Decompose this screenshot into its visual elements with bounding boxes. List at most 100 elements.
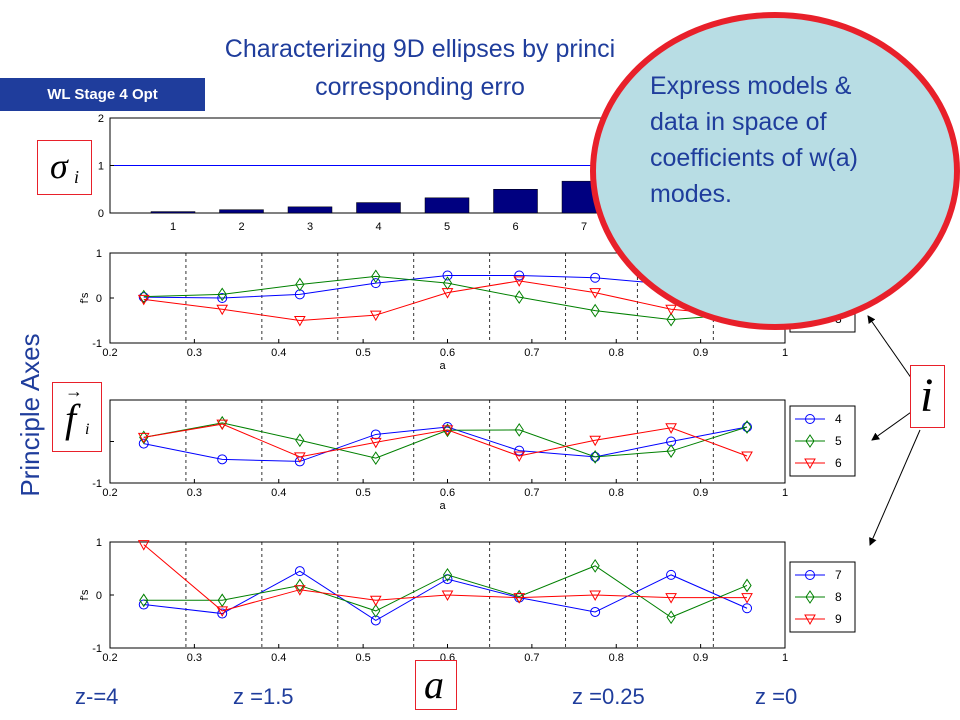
x-tick-label: 0.7 xyxy=(524,487,539,499)
marker-diamond xyxy=(442,567,453,582)
marker-diamond xyxy=(371,451,381,466)
marker-diamond xyxy=(514,422,524,437)
marker-triangle xyxy=(369,595,382,607)
marker-diamond xyxy=(805,590,815,604)
marker-circle xyxy=(805,414,815,424)
marker-circle xyxy=(805,570,815,580)
marker-triangle xyxy=(441,288,454,299)
sigma-subscript: i xyxy=(74,167,80,187)
marker-circle xyxy=(666,569,677,580)
marker-triangle xyxy=(741,451,753,463)
i-symbol-box: i xyxy=(910,365,945,428)
i-symbol: i xyxy=(920,369,934,422)
marker-triangle xyxy=(513,276,526,287)
x-tick-label: 0.9 xyxy=(693,347,708,359)
x-tick-label: 0.5 xyxy=(355,347,370,359)
pointer-arrow xyxy=(869,429,921,546)
marker-circle xyxy=(514,445,525,456)
f-arrow-icon: → xyxy=(65,381,83,401)
x-tick-label: 0.3 xyxy=(187,652,202,664)
y-tick-label: 0 xyxy=(96,293,102,305)
y-tick-label: 2 xyxy=(98,113,104,125)
marker-diamond xyxy=(742,578,752,593)
marker-diamond xyxy=(514,290,524,305)
marker-triangle xyxy=(216,606,229,617)
sigma-symbol: σ xyxy=(50,146,68,186)
x-tick-label: 0.2 xyxy=(102,347,117,359)
marker-triangle xyxy=(137,432,150,444)
marker-diamond xyxy=(295,433,305,448)
bar-tick-label: 1 xyxy=(170,221,176,233)
principle-axes-label: Principle Axes xyxy=(15,333,45,497)
bar xyxy=(150,211,196,214)
x-axis-label: a xyxy=(439,500,446,512)
marker-triangle xyxy=(441,590,454,602)
title-line-1: Characterizing 9D ellipses by princi xyxy=(224,35,616,63)
x-tick-label: 0.8 xyxy=(609,487,624,499)
pointer-arrow xyxy=(867,315,915,383)
slide-title: Characterizing 9D ellipses by princi cor… xyxy=(160,30,680,106)
marker-circle xyxy=(370,278,381,289)
marker-triangle xyxy=(137,294,150,306)
marker-diamond xyxy=(139,289,149,304)
marker-triangle xyxy=(741,593,753,604)
bar xyxy=(219,209,264,214)
y-axis-label: f's xyxy=(79,292,91,303)
marker-diamond xyxy=(442,423,453,438)
y-tick-label: -1 xyxy=(92,643,102,655)
bar-tick-label: 3 xyxy=(307,221,313,233)
line-chart-frame xyxy=(109,399,786,484)
a-symbol-box: a xyxy=(415,660,457,710)
legend-label: 4 xyxy=(835,412,842,426)
x-tick-label: 0.7 xyxy=(524,347,539,359)
marker-diamond xyxy=(590,558,600,573)
x-tick-label: 0.4 xyxy=(271,652,286,664)
marker-triangle xyxy=(216,304,229,316)
marker-diamond xyxy=(442,276,453,291)
callout-text: Express models & data in space of coeffi… xyxy=(650,72,858,208)
marker-circle xyxy=(217,454,228,465)
series-line-4 xyxy=(143,426,748,462)
x-tick-label: 0.9 xyxy=(693,652,708,664)
marker-triangle xyxy=(589,590,602,602)
marker-diamond xyxy=(139,593,149,608)
series-line-6 xyxy=(143,423,748,458)
marker-diamond xyxy=(371,603,381,618)
marker-triangle xyxy=(216,419,229,431)
bar-tick-label: 6 xyxy=(512,221,518,233)
x-tick-label: 0.7 xyxy=(524,652,539,664)
marker-triangle xyxy=(589,288,602,299)
bar-tick-label: 2 xyxy=(238,221,244,233)
marker-triangle xyxy=(293,585,306,596)
marker-diamond xyxy=(666,610,676,625)
bar xyxy=(493,189,538,214)
legend-label: 6 xyxy=(835,456,842,470)
bar-tick-label: 5 xyxy=(444,221,450,233)
marker-circle xyxy=(217,293,228,303)
x-tick-label: 0.4 xyxy=(271,487,286,499)
series-line-3 xyxy=(143,280,748,322)
marker-triangle xyxy=(293,316,306,327)
marker-diamond xyxy=(371,269,381,284)
marker-triangle xyxy=(804,614,816,626)
x-tick-label: 0.5 xyxy=(355,487,370,499)
marker-circle xyxy=(666,436,677,447)
marker-diamond xyxy=(295,277,305,292)
marker-triangle xyxy=(665,423,677,434)
f-vector-symbol-box: → f i xyxy=(52,381,102,452)
legend-label: 9 xyxy=(835,612,842,626)
marker-diamond xyxy=(217,593,227,608)
marker-triangle xyxy=(665,593,677,604)
legend-label: 5 xyxy=(835,434,842,448)
x-tick-label: 0.9 xyxy=(693,487,708,499)
x-tick-label: 0.2 xyxy=(102,652,117,664)
marker-triangle xyxy=(369,437,382,449)
y-tick-label: 1 xyxy=(96,537,102,549)
x-tick-label: 0.5 xyxy=(355,652,370,664)
x-axis-label: a xyxy=(439,360,446,372)
stage-badge: WL Stage 4 Opt xyxy=(0,78,205,111)
marker-circle xyxy=(370,429,381,440)
marker-diamond xyxy=(590,303,600,318)
